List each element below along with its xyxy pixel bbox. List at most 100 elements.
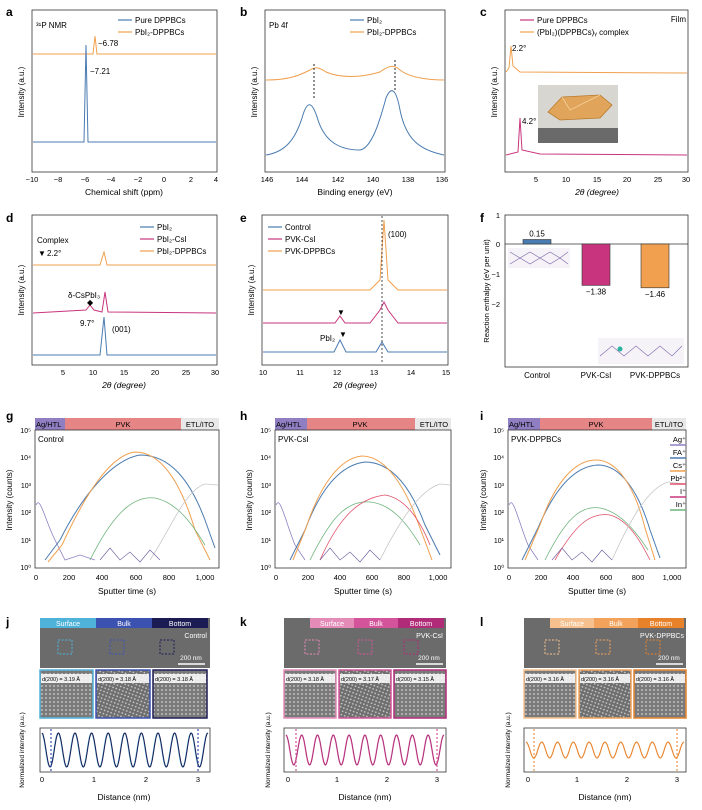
d-label-background bbox=[635, 674, 685, 683]
d-label-background bbox=[285, 674, 335, 683]
series-line-pbi2-dppbcs bbox=[265, 65, 445, 81]
hrtem-frame bbox=[152, 669, 208, 719]
legend-entry: PVK-DPPBCs bbox=[285, 247, 335, 256]
tick-label: 800 bbox=[632, 573, 645, 582]
panel-letter: i bbox=[480, 409, 483, 423]
tick-label: 200 bbox=[535, 573, 548, 582]
d-label-background bbox=[41, 674, 92, 683]
tick-label: 10 bbox=[259, 368, 267, 377]
tick-label: −10 bbox=[26, 175, 39, 184]
d-spacing-label: d(200) = 3.19 Å bbox=[42, 676, 80, 683]
tick-label: 200 bbox=[302, 573, 315, 582]
region-label: Bulk bbox=[609, 621, 623, 628]
tick-label: 1,000 bbox=[196, 573, 215, 582]
x-tick-labels: 0 1 2 3 bbox=[286, 775, 439, 784]
region-surface bbox=[310, 618, 354, 628]
profile-bottom bbox=[285, 734, 445, 766]
plot-frame bbox=[507, 429, 687, 569]
tick-label: 5 bbox=[534, 175, 538, 184]
series-i bbox=[319, 494, 431, 561]
legend-entry: Ag⁺ bbox=[673, 435, 686, 444]
region-bulk bbox=[354, 618, 398, 628]
tick-label: 15 bbox=[120, 368, 128, 377]
tick-label: 10¹ bbox=[261, 538, 272, 545]
tick-label: 200 bbox=[63, 573, 76, 582]
series-fa bbox=[289, 461, 441, 561]
d-prefix: d(200) = bbox=[396, 677, 417, 683]
tick-label: 14 bbox=[407, 368, 415, 377]
tick-label: 146 bbox=[261, 175, 274, 184]
sample-label: PVK-CsI bbox=[416, 633, 443, 640]
panel-letter: g bbox=[6, 409, 13, 423]
d-prefix: d(200) = bbox=[526, 677, 547, 683]
tick-label: 10⁵ bbox=[493, 428, 504, 435]
tick-label: 10³ bbox=[21, 483, 32, 490]
tick-label: 800 bbox=[163, 573, 176, 582]
series-ito bbox=[611, 481, 686, 561]
bar bbox=[640, 243, 670, 289]
region-bulk bbox=[96, 618, 152, 628]
d-spacing-label: d(200) = 3.16 Å bbox=[581, 676, 619, 683]
layer-ag-htl bbox=[508, 418, 540, 430]
roi-surface bbox=[544, 639, 560, 655]
region-bottom bbox=[152, 618, 208, 628]
hrtem-frame bbox=[578, 669, 632, 719]
annotation: (100) bbox=[388, 230, 407, 239]
panel-letter: e bbox=[240, 211, 247, 225]
d-value: 3.19 Å bbox=[64, 676, 80, 683]
y-axis-label: Normalized intensity (a.u.) bbox=[19, 712, 26, 788]
plot-frame bbox=[264, 9, 446, 173]
structure-background bbox=[598, 338, 684, 364]
annotation-marker: ▼ bbox=[38, 249, 46, 258]
tick-label: 136 bbox=[436, 175, 449, 184]
d-spacing-label: d(200) = 3.16 Å bbox=[636, 676, 674, 683]
tick-label: 400 bbox=[96, 573, 109, 582]
series-in bbox=[309, 501, 421, 561]
series-ag bbox=[35, 502, 96, 561]
plot-frame bbox=[274, 429, 452, 569]
tick-label: 10³ bbox=[494, 483, 505, 490]
legend-entry: In⁺ bbox=[676, 500, 686, 509]
structure-inset bbox=[508, 248, 570, 268]
hrtem-frame bbox=[39, 669, 94, 719]
d-spacing-label: d(200) = 3.16 Å bbox=[526, 676, 564, 683]
annotation: (001) bbox=[112, 325, 131, 334]
tick-label: 0 bbox=[274, 573, 278, 582]
d-spacing-label: d(200) = 3.18 Å bbox=[155, 676, 193, 683]
layer-label: Ag/HTL bbox=[276, 420, 301, 429]
series-line-pbi2 bbox=[265, 90, 445, 156]
d-value: 3.18 Å bbox=[120, 676, 136, 683]
hrtem-frame bbox=[523, 669, 577, 719]
tick-label: 10² bbox=[494, 510, 505, 517]
y-axis-label: Intensity (a.u.) bbox=[250, 66, 259, 117]
layer-pvk bbox=[540, 418, 652, 430]
tick-label: 1 bbox=[92, 775, 96, 784]
panel-i: i Ag/HTL PVK ETL/ITO PVK-DPPBCs Ag⁺ FA⁺ … bbox=[479, 409, 687, 596]
series-noise bbox=[319, 547, 381, 563]
series-i bbox=[554, 514, 651, 561]
sample-label: Control bbox=[38, 435, 64, 444]
tick-label: 1,000 bbox=[663, 573, 682, 582]
atom-marker bbox=[617, 346, 623, 352]
panel-g: g Ag/HTL PVK ETL/ITO Control 0 200 400 6… bbox=[5, 409, 220, 596]
tick-label: 0 bbox=[286, 775, 290, 784]
d-prefix: d(200) = bbox=[581, 677, 602, 683]
tick-label: 10⁰ bbox=[493, 564, 504, 572]
tick-label: 600 bbox=[366, 573, 379, 582]
series-ito bbox=[379, 483, 451, 561]
plot-frame bbox=[34, 429, 220, 569]
panel-letter: k bbox=[240, 615, 247, 629]
panel-d: d Complex ▼ 2.2° δ-CsPbI₃ ◆ 9.7° (001) P… bbox=[6, 211, 219, 390]
hrtem-frame bbox=[633, 669, 687, 719]
category-label: PVK-DPPBCs bbox=[630, 371, 680, 380]
d-label-background bbox=[154, 674, 206, 683]
region-label: Surface bbox=[560, 621, 584, 628]
tick-label: 10³ bbox=[261, 483, 272, 490]
legend-entry: PbI₂-DPPBCs bbox=[367, 28, 416, 37]
tick-label: −2 bbox=[491, 300, 500, 309]
series-cs bbox=[47, 451, 211, 563]
structure-inset bbox=[598, 338, 684, 364]
panel-letter: c bbox=[480, 5, 487, 19]
series-line-pbi2-csi bbox=[32, 291, 217, 314]
